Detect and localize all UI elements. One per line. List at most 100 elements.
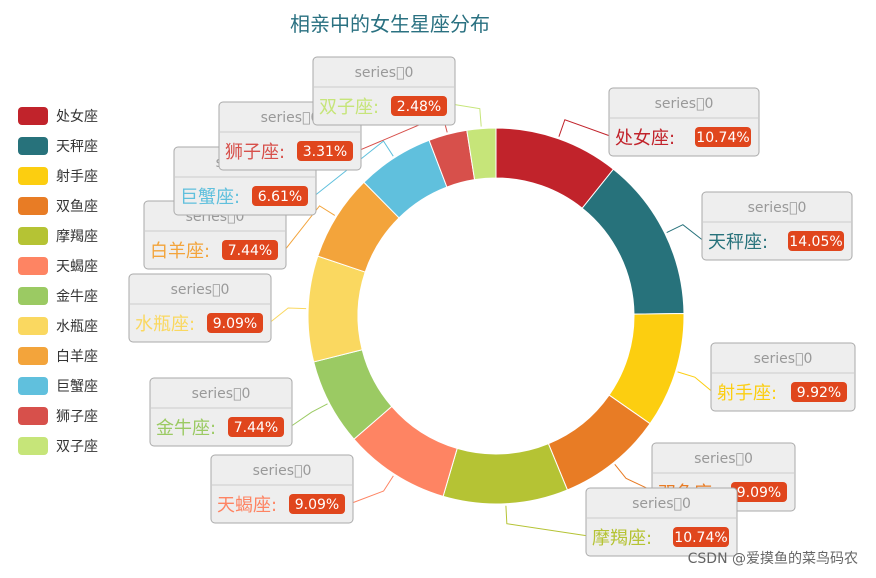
label-series-header: series􀀀0 xyxy=(171,282,230,298)
label-leader-line xyxy=(270,307,307,322)
slice-label: series􀀀0 天秤座: 14.05% xyxy=(701,191,853,261)
legend-label: 金牛座 xyxy=(56,289,98,305)
label-name: 巨蟹座: xyxy=(180,187,240,208)
legend-label: 摩羯座 xyxy=(56,229,98,245)
donut-slice[interactable] xyxy=(581,168,685,315)
label-name: 射手座: xyxy=(717,383,777,404)
legend-item[interactable]: 狮子座 xyxy=(18,401,98,431)
legend-label: 天蝎座 xyxy=(56,259,98,275)
legend-label: 射手座 xyxy=(56,169,98,185)
legend-swatch xyxy=(18,287,48,305)
legend-item[interactable]: 射手座 xyxy=(18,161,98,191)
slice-label: series􀀀0 射手座: 9.92% xyxy=(710,342,856,412)
label-leader-line xyxy=(291,403,328,427)
slice-label: series􀀀0 处女座: 10.74% xyxy=(608,87,760,157)
label-name: 天秤座: xyxy=(708,232,768,253)
legend-swatch xyxy=(18,227,48,245)
slice-label: series􀀀0 狮子座: 3.31% xyxy=(218,101,362,171)
slice-label: series􀀀0 水瓶座: 9.09% xyxy=(128,273,272,343)
label-name: 天蝎座: xyxy=(217,495,277,516)
label-series-header: series􀀀0 xyxy=(655,96,714,112)
legend-label: 白羊座 xyxy=(56,349,98,365)
label-value-badge xyxy=(297,141,353,161)
label-value-badge xyxy=(228,417,284,437)
legend-swatch xyxy=(18,137,48,155)
label-value-badge xyxy=(788,231,844,251)
legend-swatch xyxy=(18,377,48,395)
label-leader-line xyxy=(505,505,587,537)
legend-item[interactable]: 天秤座 xyxy=(18,131,98,161)
legend-label: 双子座 xyxy=(56,439,98,455)
label-value: 10.74% xyxy=(674,530,727,546)
legend-swatch xyxy=(18,347,48,365)
label-value-badge xyxy=(252,186,308,206)
label-leader-line xyxy=(558,119,610,137)
legend-item[interactable]: 水瓶座 xyxy=(18,311,98,341)
label-name: 狮子座: xyxy=(225,142,285,163)
label-value: 9.09% xyxy=(295,497,339,513)
legend-label: 水瓶座 xyxy=(56,319,98,335)
legend-label: 巨蟹座 xyxy=(56,379,98,395)
label-series-header: series􀀀0 xyxy=(261,110,320,126)
legend-item[interactable]: 处女座 xyxy=(18,101,98,131)
legend-label: 天秤座 xyxy=(56,139,98,155)
legend-item[interactable]: 白羊座 xyxy=(18,341,98,371)
label-leader-line xyxy=(454,104,482,127)
label-value: 2.48% xyxy=(397,99,441,115)
label-value: 3.31% xyxy=(303,144,347,160)
donut-slice[interactable] xyxy=(442,443,569,505)
slice-label: series􀀀0 金牛座: 7.44% xyxy=(149,377,293,447)
legend-swatch xyxy=(18,167,48,185)
legend-item[interactable]: 巨蟹座 xyxy=(18,371,98,401)
legend-swatch xyxy=(18,257,48,275)
label-name: 处女座: xyxy=(615,128,675,149)
legend-label: 处女座 xyxy=(56,109,98,125)
label-value-badge xyxy=(391,96,447,116)
label-value-badge xyxy=(222,240,278,260)
watermark: CSDN @爱摸鱼的菜鸟码农 xyxy=(687,551,858,567)
legend-item[interactable]: 双子座 xyxy=(18,431,98,461)
legend-item[interactable]: 金牛座 xyxy=(18,281,98,311)
label-series-header: series􀀀0 xyxy=(754,351,813,367)
label-name: 白羊座: xyxy=(150,241,210,262)
label-value: 7.44% xyxy=(234,420,278,436)
legend-swatch xyxy=(18,107,48,125)
label-series-header: series􀀀0 xyxy=(694,451,753,467)
label-value-badge xyxy=(673,527,729,547)
label-value-badge xyxy=(289,494,345,514)
label-value-badge xyxy=(695,127,751,147)
legend: 处女座天秤座射手座双鱼座摩羯座天蝎座金牛座水瓶座白羊座巨蟹座狮子座双子座 xyxy=(18,101,98,461)
legend-label: 双鱼座 xyxy=(56,199,98,215)
label-leader-line xyxy=(677,371,712,391)
legend-item[interactable]: 天蝎座 xyxy=(18,251,98,281)
label-leader-line xyxy=(666,224,703,240)
legend-swatch xyxy=(18,407,48,425)
label-series-header: series􀀀0 xyxy=(632,496,691,512)
label-name: 水瓶座: xyxy=(135,314,195,335)
legend-label: 狮子座 xyxy=(56,409,98,425)
label-name: 金牛座: xyxy=(156,418,216,439)
label-name: 摩羯座: xyxy=(592,528,652,549)
label-leader-line xyxy=(285,205,336,249)
label-value: 6.61% xyxy=(258,189,302,205)
legend-swatch xyxy=(18,317,48,335)
legend-item[interactable]: 双鱼座 xyxy=(18,191,98,221)
label-value-badge xyxy=(207,313,263,333)
legend-swatch xyxy=(18,437,48,455)
donut-slice[interactable] xyxy=(307,255,366,363)
label-series-header: series􀀀0 xyxy=(748,200,807,216)
label-value: 14.05% xyxy=(789,234,842,250)
slice-label: series􀀀0 天蝎座: 9.09% xyxy=(210,454,354,524)
label-value: 9.09% xyxy=(737,485,781,501)
legend-swatch xyxy=(18,197,48,215)
label-leader-line xyxy=(352,475,394,504)
label-series-header: series􀀀0 xyxy=(355,65,414,81)
donut-slice[interactable] xyxy=(466,127,497,181)
chart-title: 相亲中的女生星座分布 xyxy=(290,12,490,36)
label-value: 7.44% xyxy=(228,243,272,259)
label-series-header: series􀀀0 xyxy=(253,463,312,479)
label-name: 双子座: xyxy=(319,97,379,118)
legend-item[interactable]: 摩羯座 xyxy=(18,221,98,251)
